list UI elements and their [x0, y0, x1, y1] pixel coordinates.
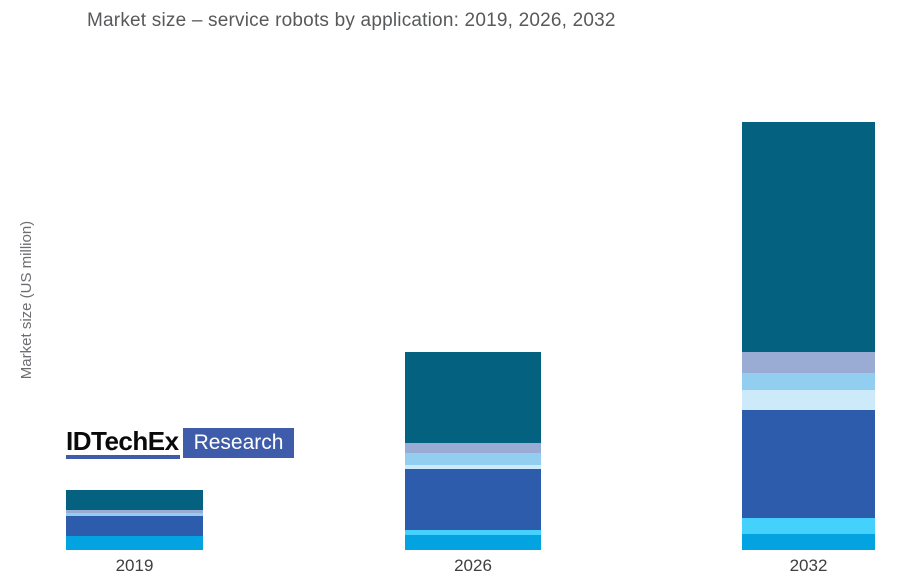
- research-badge: Research: [182, 428, 295, 458]
- x-tick-label-2026: 2026: [454, 556, 492, 575]
- bar-segment-2019-dark-teal: [66, 490, 203, 510]
- idtechex-brand-underline: [66, 455, 180, 459]
- x-tick-label-2032: 2032: [789, 556, 828, 575]
- bar-2019: [66, 490, 203, 550]
- bar-segment-2019-periwinkle: [66, 510, 203, 513]
- bar-segment-2032-pale-blue: [742, 390, 875, 410]
- bar-segment-2019-sky-blue: [66, 513, 203, 516]
- bar-segment-2026-dark-teal: [405, 352, 541, 443]
- bar-segment-2019-royal-blue: [66, 516, 203, 536]
- bar-2032: [742, 122, 875, 550]
- bar-2026: [405, 352, 541, 550]
- idtechex-brand-text: IDTechEx: [66, 426, 179, 456]
- bar-segment-2026-periwinkle: [405, 443, 541, 453]
- bar-segment-2032-royal-blue: [742, 410, 875, 518]
- bar-segment-2032-cyan: [742, 534, 875, 550]
- x-tick-label-2019: 2019: [115, 556, 154, 575]
- bar-segment-2032-periwinkle: [742, 352, 875, 373]
- bar-segment-2032-bright-cyan: [742, 518, 875, 534]
- bar-segment-2026-royal-blue: [405, 469, 541, 530]
- bar-segment-2019-cyan: [66, 536, 203, 550]
- bar-segment-2026-sky-blue: [405, 453, 541, 465]
- bar-segment-2026-bright-cyan: [405, 530, 541, 535]
- bar-segment-2032-dark-teal: [742, 122, 875, 352]
- chart-title: Market size – service robots by applicat…: [87, 10, 616, 31]
- idtechex-brand-block: IDTechEx: [66, 428, 180, 459]
- bar-segment-2032-sky-blue: [742, 373, 875, 390]
- bar-segment-2026-pale-blue: [405, 465, 541, 469]
- bar-segment-2026-cyan: [405, 535, 541, 550]
- idtechex-logo: IDTechEx Research: [66, 428, 295, 459]
